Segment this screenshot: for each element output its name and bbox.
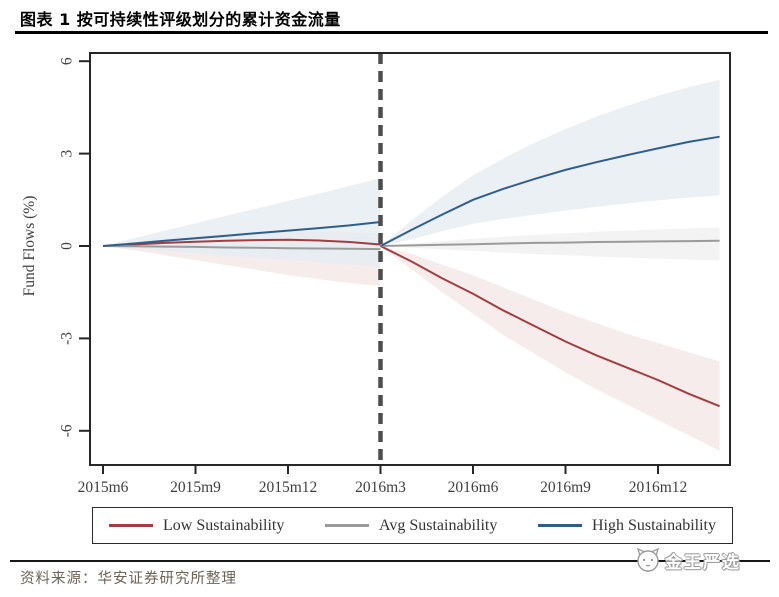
fund-flows-chart: 6 3 0 -3 -6 Fund Flows (%) 2015m6 2015m9…	[21, 52, 731, 496]
y-tick-n6: -6	[59, 424, 76, 437]
x-tick-2015m12: 2015m12	[259, 479, 318, 496]
legend-label-low: Low Sustainability	[163, 516, 285, 534]
y-tick-6: 6	[59, 57, 76, 65]
avg-sustainability-line-swatch	[324, 524, 369, 527]
x-tick-2015m6: 2015m6	[78, 479, 129, 496]
footer-divider	[10, 560, 770, 562]
low-sustainability-line-swatch	[109, 524, 153, 527]
y-axis-title: Fund Flows (%)	[21, 196, 38, 297]
figure-title: 图表 1 按可持续性评级划分的累计资金流量	[20, 10, 341, 29]
legend-entry-high: High Sustainability	[537, 516, 716, 535]
high-sustainability-line-swatch	[537, 524, 582, 527]
chart-legend: Low Sustainability Avg Sustainability Hi…	[92, 507, 733, 544]
y-tick-marks	[79, 60, 90, 432]
plot-border	[89, 52, 731, 466]
legend-label-avg: Avg Sustainability	[378, 516, 498, 534]
source-note: 资料来源：华安证券研究所整理	[20, 567, 237, 588]
legend-label-high: High Sustainability	[591, 516, 716, 534]
x-tick-2016m12: 2016m12	[629, 479, 688, 496]
title-divider	[15, 31, 768, 34]
y-tick-n3: -3	[59, 332, 76, 345]
x-tick-labels: 2015m6 2015m9 2015m12 2016m3 2016m6 2016…	[78, 479, 688, 496]
y-tick-labels: 6 3 0 -3 -6	[59, 57, 76, 437]
y-tick-3: 3	[59, 149, 76, 157]
legend-entry-low: Low Sustainability	[109, 517, 284, 535]
x-tick-marks	[102, 465, 659, 474]
source-label: 资料来源：	[20, 571, 98, 587]
source-text: 华安证券研究所整理	[97, 571, 237, 587]
watermark: 金王严选	[633, 546, 741, 574]
x-tick-2016m3: 2016m3	[355, 479, 406, 496]
legend-entry-avg: Avg Sustainability	[324, 516, 498, 535]
y-tick-0: 0	[59, 242, 76, 250]
x-tick-2016m6: 2016m6	[448, 479, 499, 496]
x-tick-2016m9: 2016m9	[540, 479, 591, 496]
chart-series-layer	[102, 79, 720, 451]
watermark-text: 金王严选	[665, 552, 741, 573]
cat-icon	[636, 547, 660, 572]
x-tick-2015m9: 2015m9	[170, 479, 221, 496]
